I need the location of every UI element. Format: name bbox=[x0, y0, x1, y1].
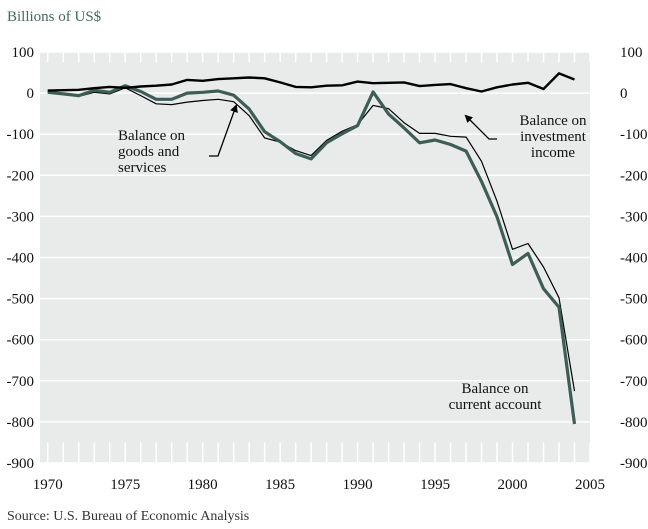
y-tick-label-right: -300 bbox=[620, 209, 648, 225]
y-tick-label-left: -800 bbox=[7, 415, 35, 431]
y-tick-label-left: -200 bbox=[7, 168, 35, 184]
y-tick-label-right: -400 bbox=[620, 251, 648, 267]
x-tick-label: 1990 bbox=[343, 477, 373, 493]
x-tick-label: 1985 bbox=[265, 477, 295, 493]
arrow-goods-services bbox=[209, 104, 238, 157]
annotation-investment: income bbox=[531, 145, 575, 161]
annotation-goods-services: goods and bbox=[118, 144, 180, 160]
y-tick-label-right: -200 bbox=[620, 168, 648, 184]
y-tick-label-right: -100 bbox=[620, 127, 648, 143]
y-tick-label-left: 100 bbox=[12, 45, 35, 61]
y-tick-label-right: -500 bbox=[620, 292, 648, 308]
x-tick-label: 2005 bbox=[575, 477, 605, 493]
y-tick-label-right: 100 bbox=[620, 45, 643, 61]
y-tick-label-left: -600 bbox=[7, 333, 35, 349]
x-tick-label: 1975 bbox=[110, 477, 140, 493]
y-tick-label-right: -800 bbox=[620, 415, 648, 431]
annotation-current-account: Balance on bbox=[461, 381, 529, 397]
x-tick-label: 1980 bbox=[188, 477, 218, 493]
y-tick-label-left: -400 bbox=[7, 251, 35, 267]
y-tick-label-left: -100 bbox=[7, 127, 35, 143]
y-tick-label-right: -600 bbox=[620, 333, 648, 349]
x-tick-label: 2000 bbox=[498, 477, 528, 493]
y-axis-unit-label: Billions of US$ bbox=[7, 9, 102, 25]
y-tick-label-left: -500 bbox=[7, 292, 35, 308]
series-line-current-account bbox=[47, 84, 577, 425]
series-line-investment bbox=[47, 72, 575, 93]
annotation-goods-services: Balance on bbox=[118, 128, 186, 144]
y-tick-label-left: -300 bbox=[7, 209, 35, 225]
annotation-investment: investment bbox=[520, 129, 587, 145]
series-lines bbox=[47, 72, 577, 425]
source-note: Source: U.S. Bureau of Economic Analysis bbox=[7, 509, 250, 524]
grid-lines bbox=[40, 51, 591, 464]
y-tick-label-right: -900 bbox=[620, 456, 648, 472]
y-tick-label-right: 0 bbox=[620, 86, 628, 102]
y-tick-label-right: -700 bbox=[620, 374, 648, 390]
y-tick-label-left: -700 bbox=[7, 374, 35, 390]
series-line-goods-services bbox=[47, 87, 576, 392]
axis-ticks: 100 100 0 0 -100 -100 -200 -200 -300 -300 -400 -400… bbox=[7, 45, 648, 493]
y-tick-label-left: -900 bbox=[7, 456, 35, 472]
y-tick-label-left: 0 bbox=[27, 86, 35, 102]
arrow-investment-income bbox=[464, 114, 497, 140]
annotation-goods-services: services bbox=[118, 160, 166, 176]
annotation-investment: Balance on bbox=[519, 113, 587, 129]
annotation-current-account: current account bbox=[449, 397, 543, 413]
x-tick-label: 1995 bbox=[420, 477, 450, 493]
x-tick-label: 1970 bbox=[33, 477, 63, 493]
